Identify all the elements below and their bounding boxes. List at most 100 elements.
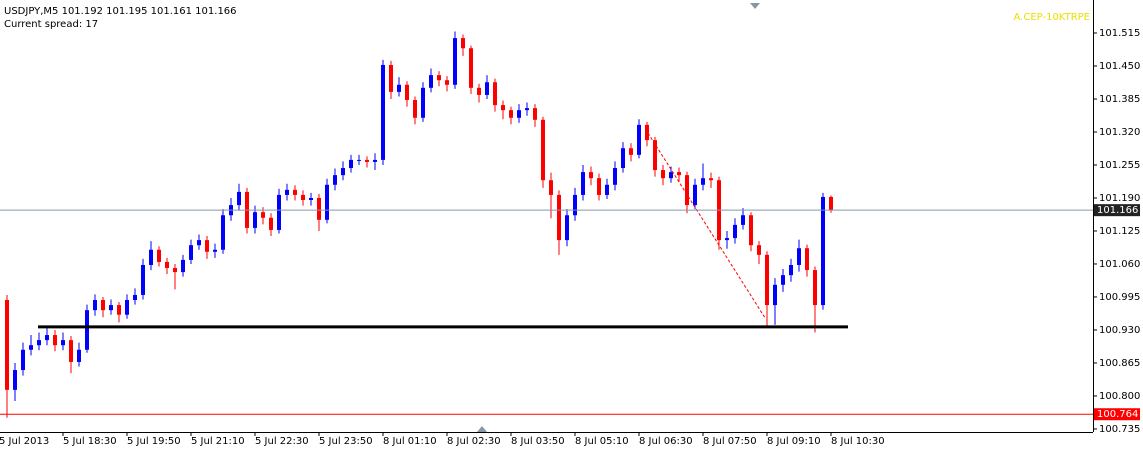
candle-body — [629, 148, 633, 155]
candle-body — [149, 249, 153, 265]
candle-body — [117, 305, 121, 315]
candle-body — [341, 168, 345, 176]
candle-body — [285, 189, 289, 195]
candle-body — [45, 335, 49, 341]
candle-body — [829, 196, 833, 211]
x-tick-label: 8 Jul 01:10 — [383, 436, 437, 447]
y-tick-label: 101.320 — [1099, 127, 1140, 138]
candle-body — [269, 217, 273, 230]
candle-body — [661, 170, 665, 179]
candle-body — [749, 215, 753, 246]
spread-info: Current spread: 17 — [4, 19, 98, 30]
candle-body — [733, 224, 737, 239]
candle-body — [237, 191, 241, 206]
y-tick-label: 100.800 — [1099, 391, 1140, 402]
candle-body — [141, 264, 145, 295]
candle-body — [653, 140, 657, 171]
candle-body — [573, 194, 577, 216]
candle-body — [685, 175, 689, 206]
candle-body — [381, 64, 385, 160]
candle-body — [373, 159, 377, 162]
candle-body — [805, 248, 809, 271]
candle-body — [21, 349, 25, 371]
candle-body — [645, 124, 649, 141]
y-tick-label: 100.735 — [1099, 424, 1140, 435]
y-tick-label: 101.255 — [1099, 160, 1140, 171]
candle-body — [693, 184, 697, 206]
candle-body — [797, 248, 801, 265]
symbol-header: USDJPY,M5 101.192 101.195 101.161 101.16… — [4, 6, 237, 17]
trend-line — [647, 132, 766, 319]
candle-body — [517, 110, 521, 118]
candle-body — [5, 300, 9, 390]
candle-body — [485, 82, 489, 95]
candle-body — [541, 119, 545, 181]
candle-body — [533, 108, 537, 120]
candle-body — [29, 345, 33, 350]
candle-body — [509, 110, 513, 118]
x-tick-label: 5 Jul 18:30 — [63, 436, 117, 447]
candle-body — [421, 87, 425, 118]
candle-body — [637, 124, 641, 155]
candle-body — [157, 249, 161, 262]
candle-body — [461, 38, 465, 49]
candle-body — [581, 172, 585, 195]
y-tick-label: 100.995 — [1099, 292, 1140, 303]
scroll-marker — [477, 426, 487, 432]
candle-body — [309, 197, 313, 201]
price-label: 101.166 — [1097, 205, 1138, 216]
candle-body — [469, 48, 473, 88]
candle-body — [213, 249, 217, 252]
candle-body — [445, 80, 449, 85]
x-tick-label: 5 Jul 2013 — [0, 436, 49, 447]
candle-body — [189, 245, 193, 260]
candle-body — [165, 261, 169, 269]
candle-body — [349, 159, 353, 169]
candle-body — [493, 82, 497, 106]
candle-body — [37, 340, 41, 346]
candle-body — [365, 159, 369, 162]
candle-body — [453, 38, 457, 85]
candle-body — [277, 194, 281, 230]
candle-body — [397, 84, 401, 92]
candle-body — [597, 178, 601, 195]
y-tick-label: 100.930 — [1099, 325, 1140, 336]
candle-body — [125, 300, 129, 315]
candle-body — [477, 87, 481, 95]
shift-marker — [750, 3, 760, 9]
candle-body — [781, 275, 785, 285]
candle-body — [605, 184, 609, 195]
candle-body — [77, 349, 81, 362]
candle-body — [709, 178, 713, 181]
indicator-note: A.CEP-10KTRPE — [1014, 12, 1090, 23]
plot-area — [0, 31, 1093, 418]
candle-body — [85, 310, 89, 350]
x-tick-label: 5 Jul 23:50 — [319, 436, 373, 447]
candle-body — [701, 178, 705, 185]
candle-body — [725, 238, 729, 241]
candle-body — [405, 84, 409, 101]
candle-body — [549, 180, 553, 195]
candle-body — [101, 300, 105, 311]
y-tick-label: 101.125 — [1099, 226, 1140, 237]
price-label: 100.764 — [1097, 409, 1138, 420]
candle-body — [621, 148, 625, 169]
candle-body — [13, 370, 17, 390]
candle-body — [525, 108, 529, 111]
x-tick-label: 5 Jul 19:50 — [127, 436, 181, 447]
candle-body — [293, 189, 297, 195]
candle-body — [173, 268, 177, 273]
x-tick-label: 8 Jul 05:10 — [575, 436, 629, 447]
candle-body — [197, 240, 201, 246]
candle-body — [765, 254, 769, 306]
candle-body — [669, 172, 673, 179]
candle-body — [429, 75, 433, 88]
candle-body — [757, 245, 761, 255]
candle-body — [221, 215, 225, 250]
candle-body — [773, 284, 777, 306]
candle-body — [261, 212, 265, 218]
candle-body — [589, 172, 593, 179]
candle-body — [181, 259, 185, 273]
